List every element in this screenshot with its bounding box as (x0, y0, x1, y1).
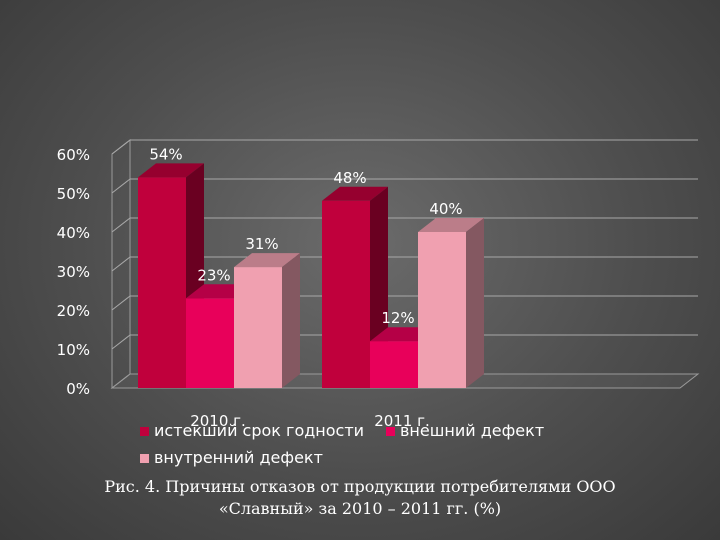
gridline (111, 217, 698, 233)
bar-front-face (234, 267, 282, 388)
gridline (111, 178, 698, 194)
y-axis-tick-labels: 0% 10% 20% 30% 40% 50% 60% (57, 146, 90, 398)
x-category-label: 2010 г. (190, 412, 246, 430)
bar-top-face (234, 253, 300, 268)
data-label: 48% (333, 169, 366, 187)
legend-swatch (140, 454, 149, 463)
chart-bars (138, 163, 484, 388)
legend-label: истекший срок годности (154, 421, 364, 440)
y-tick-label: 30% (57, 263, 90, 281)
figure-caption: Рис. 4. Причины отказов от продукции пот… (60, 476, 660, 520)
data-label: 12% (381, 309, 414, 327)
y-tick-label: 20% (57, 302, 90, 320)
legend-item: внешний дефект (386, 421, 544, 440)
bar (418, 218, 484, 388)
caption-line-1: Рис. 4. Причины отказов от продукции пот… (104, 477, 616, 496)
bar-side-face (466, 218, 484, 388)
bar-front-face (322, 200, 370, 388)
bar-front-face (138, 177, 186, 388)
bar (234, 253, 300, 388)
legend-label: внутренний дефект (154, 448, 323, 467)
bar-front-face (418, 232, 466, 388)
data-label: 31% (245, 235, 278, 253)
data-label: 23% (197, 266, 230, 284)
legend-label: внешний дефект (400, 421, 544, 440)
data-labels: 54% 23% 31% 48% 12% 40% (149, 145, 462, 327)
y-tick-label: 10% (57, 341, 90, 359)
gridline (111, 139, 698, 155)
x-category-label: 2011 г. (374, 412, 430, 430)
bar-top-face (138, 163, 204, 178)
chart-legend: истекший срок годности внешний дефект внут… (140, 421, 544, 467)
legend-item: внутренний дефект (140, 448, 323, 467)
bar-top-face (322, 186, 388, 201)
bar-top-face (418, 218, 484, 232)
caption-line-2: «Славный» за 2010 – 2011 гг. (%) (218, 499, 502, 518)
legend-swatch (386, 427, 395, 436)
gridline (111, 334, 698, 350)
y-tick-label: 40% (57, 224, 90, 242)
x-axis-category-labels: 2010 г. 2011 г. (190, 412, 430, 430)
gridline (111, 256, 698, 272)
y-tick-label: 50% (57, 185, 90, 203)
gridline (111, 295, 698, 311)
data-label: 54% (149, 145, 182, 163)
y-tick-label: 0% (66, 380, 90, 398)
bar-side-face (282, 253, 300, 388)
y-tick-label: 60% (57, 146, 90, 164)
legend-item: истекший срок годности (140, 421, 364, 440)
bar-front-face (186, 298, 234, 388)
bar-front-face (370, 341, 418, 388)
data-label: 40% (429, 200, 462, 218)
legend-swatch (140, 427, 149, 436)
